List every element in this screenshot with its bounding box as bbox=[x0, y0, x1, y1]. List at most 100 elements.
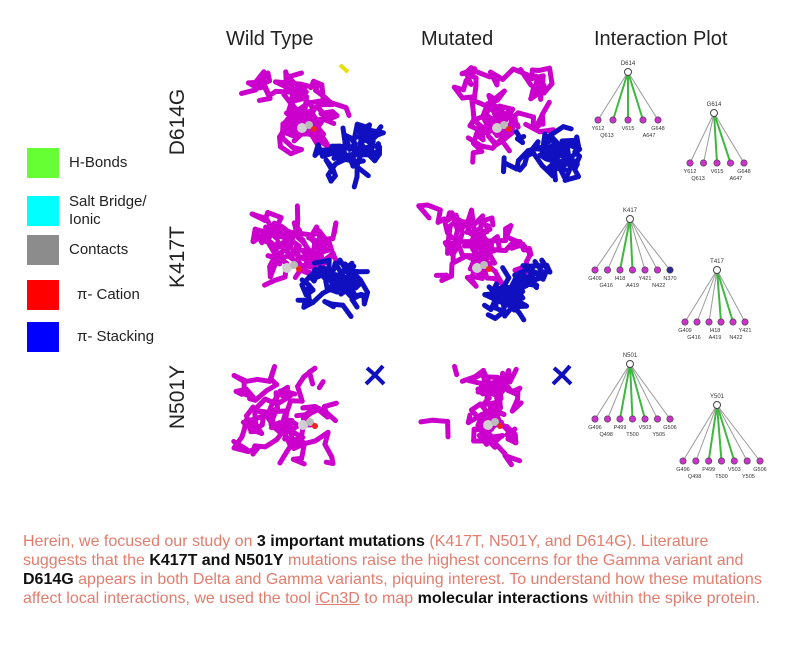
residue-node bbox=[729, 318, 737, 326]
center-node bbox=[624, 68, 632, 76]
ligand-core bbox=[282, 261, 302, 273]
text-segment: Herein, we focused our study on bbox=[23, 533, 257, 550]
residue-label: A419 bbox=[626, 283, 639, 289]
residue-node bbox=[705, 318, 713, 326]
residue-node bbox=[681, 318, 689, 326]
legend-item-pi-stacking: π- Stacking bbox=[27, 322, 154, 352]
residue-node bbox=[741, 318, 749, 326]
legend-label: π- Cation bbox=[77, 286, 140, 303]
description-paragraph: Herein, we focused our study on 3 import… bbox=[23, 532, 773, 608]
residue-label: G506 bbox=[753, 467, 766, 473]
legend-item-salt-bridge: Salt Bridge/ Ionic bbox=[27, 193, 169, 229]
residue-node bbox=[679, 457, 687, 465]
residue-node bbox=[693, 318, 701, 326]
residue-node bbox=[653, 266, 661, 274]
molecule-cluster bbox=[501, 124, 583, 183]
center-node bbox=[713, 266, 721, 274]
ligand-fragment bbox=[551, 364, 573, 386]
residue-node bbox=[641, 415, 649, 423]
column-header-wild-type: Wild Type bbox=[226, 28, 314, 50]
residue-label: Q613 bbox=[600, 133, 613, 139]
residue-node bbox=[594, 116, 602, 124]
interaction-plot: K417 G409 I418 Y421 N370 G416 A419 N422 bbox=[588, 208, 676, 289]
plot-center-label: N501 bbox=[623, 353, 638, 359]
residue-node bbox=[717, 318, 725, 326]
molecule-cluster bbox=[239, 69, 352, 157]
text-segment: appears in both Delta and Gamma variants… bbox=[23, 571, 762, 607]
residue-label: G648 bbox=[651, 126, 664, 132]
ligand-core bbox=[297, 121, 317, 133]
legend-label: Salt Bridge/ Ionic bbox=[69, 193, 147, 228]
residue-label: I418 bbox=[710, 328, 721, 334]
residue-node bbox=[616, 266, 624, 274]
legend-label: Contacts bbox=[69, 241, 129, 258]
residue-label: V503 bbox=[728, 467, 741, 473]
residue-label: Y612 bbox=[592, 126, 605, 132]
plot-center-label: D614 bbox=[621, 61, 636, 67]
text-segment: mutations raise the highest concerns for… bbox=[283, 552, 744, 569]
ligand-core bbox=[492, 121, 512, 133]
center-node bbox=[710, 109, 718, 117]
residue-label: G416 bbox=[687, 335, 700, 341]
interaction-plot: G614 Y612 V615 G648 Q613 A647 bbox=[684, 102, 751, 182]
residue-node bbox=[628, 266, 636, 274]
residue-label: N422 bbox=[652, 283, 665, 289]
residue-node bbox=[705, 457, 713, 465]
residue-label: G416 bbox=[600, 283, 613, 289]
legend-swatch bbox=[27, 196, 59, 226]
residue-label: Y421 bbox=[639, 276, 652, 282]
icn3d-link[interactable]: iCn3D bbox=[315, 590, 360, 607]
molecule-cluster bbox=[295, 257, 371, 320]
residue-node bbox=[603, 266, 611, 274]
plot-center-label: T417 bbox=[710, 259, 724, 265]
legend-label: π- Stacking bbox=[77, 328, 155, 345]
residue-node bbox=[616, 415, 624, 423]
residue-label: Q498 bbox=[600, 432, 613, 438]
legend-swatch bbox=[27, 280, 59, 310]
residue-label: P499 bbox=[702, 467, 715, 473]
residue-node bbox=[654, 116, 662, 124]
residue-node bbox=[666, 266, 674, 274]
legend-swatch bbox=[27, 235, 59, 265]
residue-label: N422 bbox=[729, 335, 742, 341]
bold-segment: K417T and N501Y bbox=[149, 552, 284, 569]
ligand-core bbox=[298, 418, 318, 430]
bold-segment: D614G bbox=[23, 571, 74, 588]
residue-label: V503 bbox=[639, 425, 652, 431]
residue-node bbox=[628, 415, 636, 423]
highlight-mark bbox=[338, 63, 350, 74]
residue-label: T500 bbox=[626, 432, 639, 438]
residue-label: G506 bbox=[663, 425, 676, 431]
text-segment: within the spike protein. bbox=[588, 590, 760, 607]
residue-label: G648 bbox=[737, 169, 750, 175]
interaction-plot: N501 G496 P499 V503 G506 Q498 T500 Y505 bbox=[588, 353, 676, 438]
residue-node bbox=[591, 266, 599, 274]
residue-label: G496 bbox=[588, 425, 601, 431]
residue-label: Y612 bbox=[684, 169, 697, 175]
column-header-mutated: Mutated bbox=[421, 28, 494, 50]
plot-center-label: K417 bbox=[623, 208, 638, 214]
legend-item-contacts: Contacts bbox=[27, 235, 128, 265]
residue-node bbox=[609, 116, 617, 124]
residue-label: P499 bbox=[614, 425, 627, 431]
residue-label: Q613 bbox=[691, 176, 704, 182]
interaction-plots: D614 Y612 V615 G648 Q613 A647 G614 Y612 V615 G648… bbox=[588, 61, 766, 480]
residue-label: V615 bbox=[711, 169, 724, 175]
text-segment: (K417T, N501Y, and D614G). Literature su… bbox=[23, 533, 709, 569]
text-segment: to map bbox=[359, 590, 418, 607]
interaction-plot: D614 Y612 V615 G648 Q613 A647 bbox=[592, 61, 665, 139]
residue-label: A647 bbox=[729, 176, 742, 182]
interaction-plot: T417 G409 I418 Y421 G416 A419 N422 bbox=[678, 259, 751, 341]
legend-item-pi-cation: π- Cation bbox=[27, 280, 140, 310]
legend-swatch bbox=[27, 322, 59, 352]
residue-node bbox=[713, 159, 721, 167]
residue-label: G409 bbox=[588, 276, 601, 282]
legend-swatch bbox=[27, 148, 59, 178]
residue-node bbox=[756, 457, 764, 465]
plot-center-label: G614 bbox=[707, 102, 722, 108]
ligand-fragment bbox=[364, 364, 386, 386]
residue-node bbox=[743, 457, 751, 465]
interaction-plot: Y501 G496 P499 V503 G506 Q498 T500 Y505 bbox=[676, 394, 766, 480]
residue-node bbox=[686, 159, 694, 167]
residue-node bbox=[740, 159, 748, 167]
